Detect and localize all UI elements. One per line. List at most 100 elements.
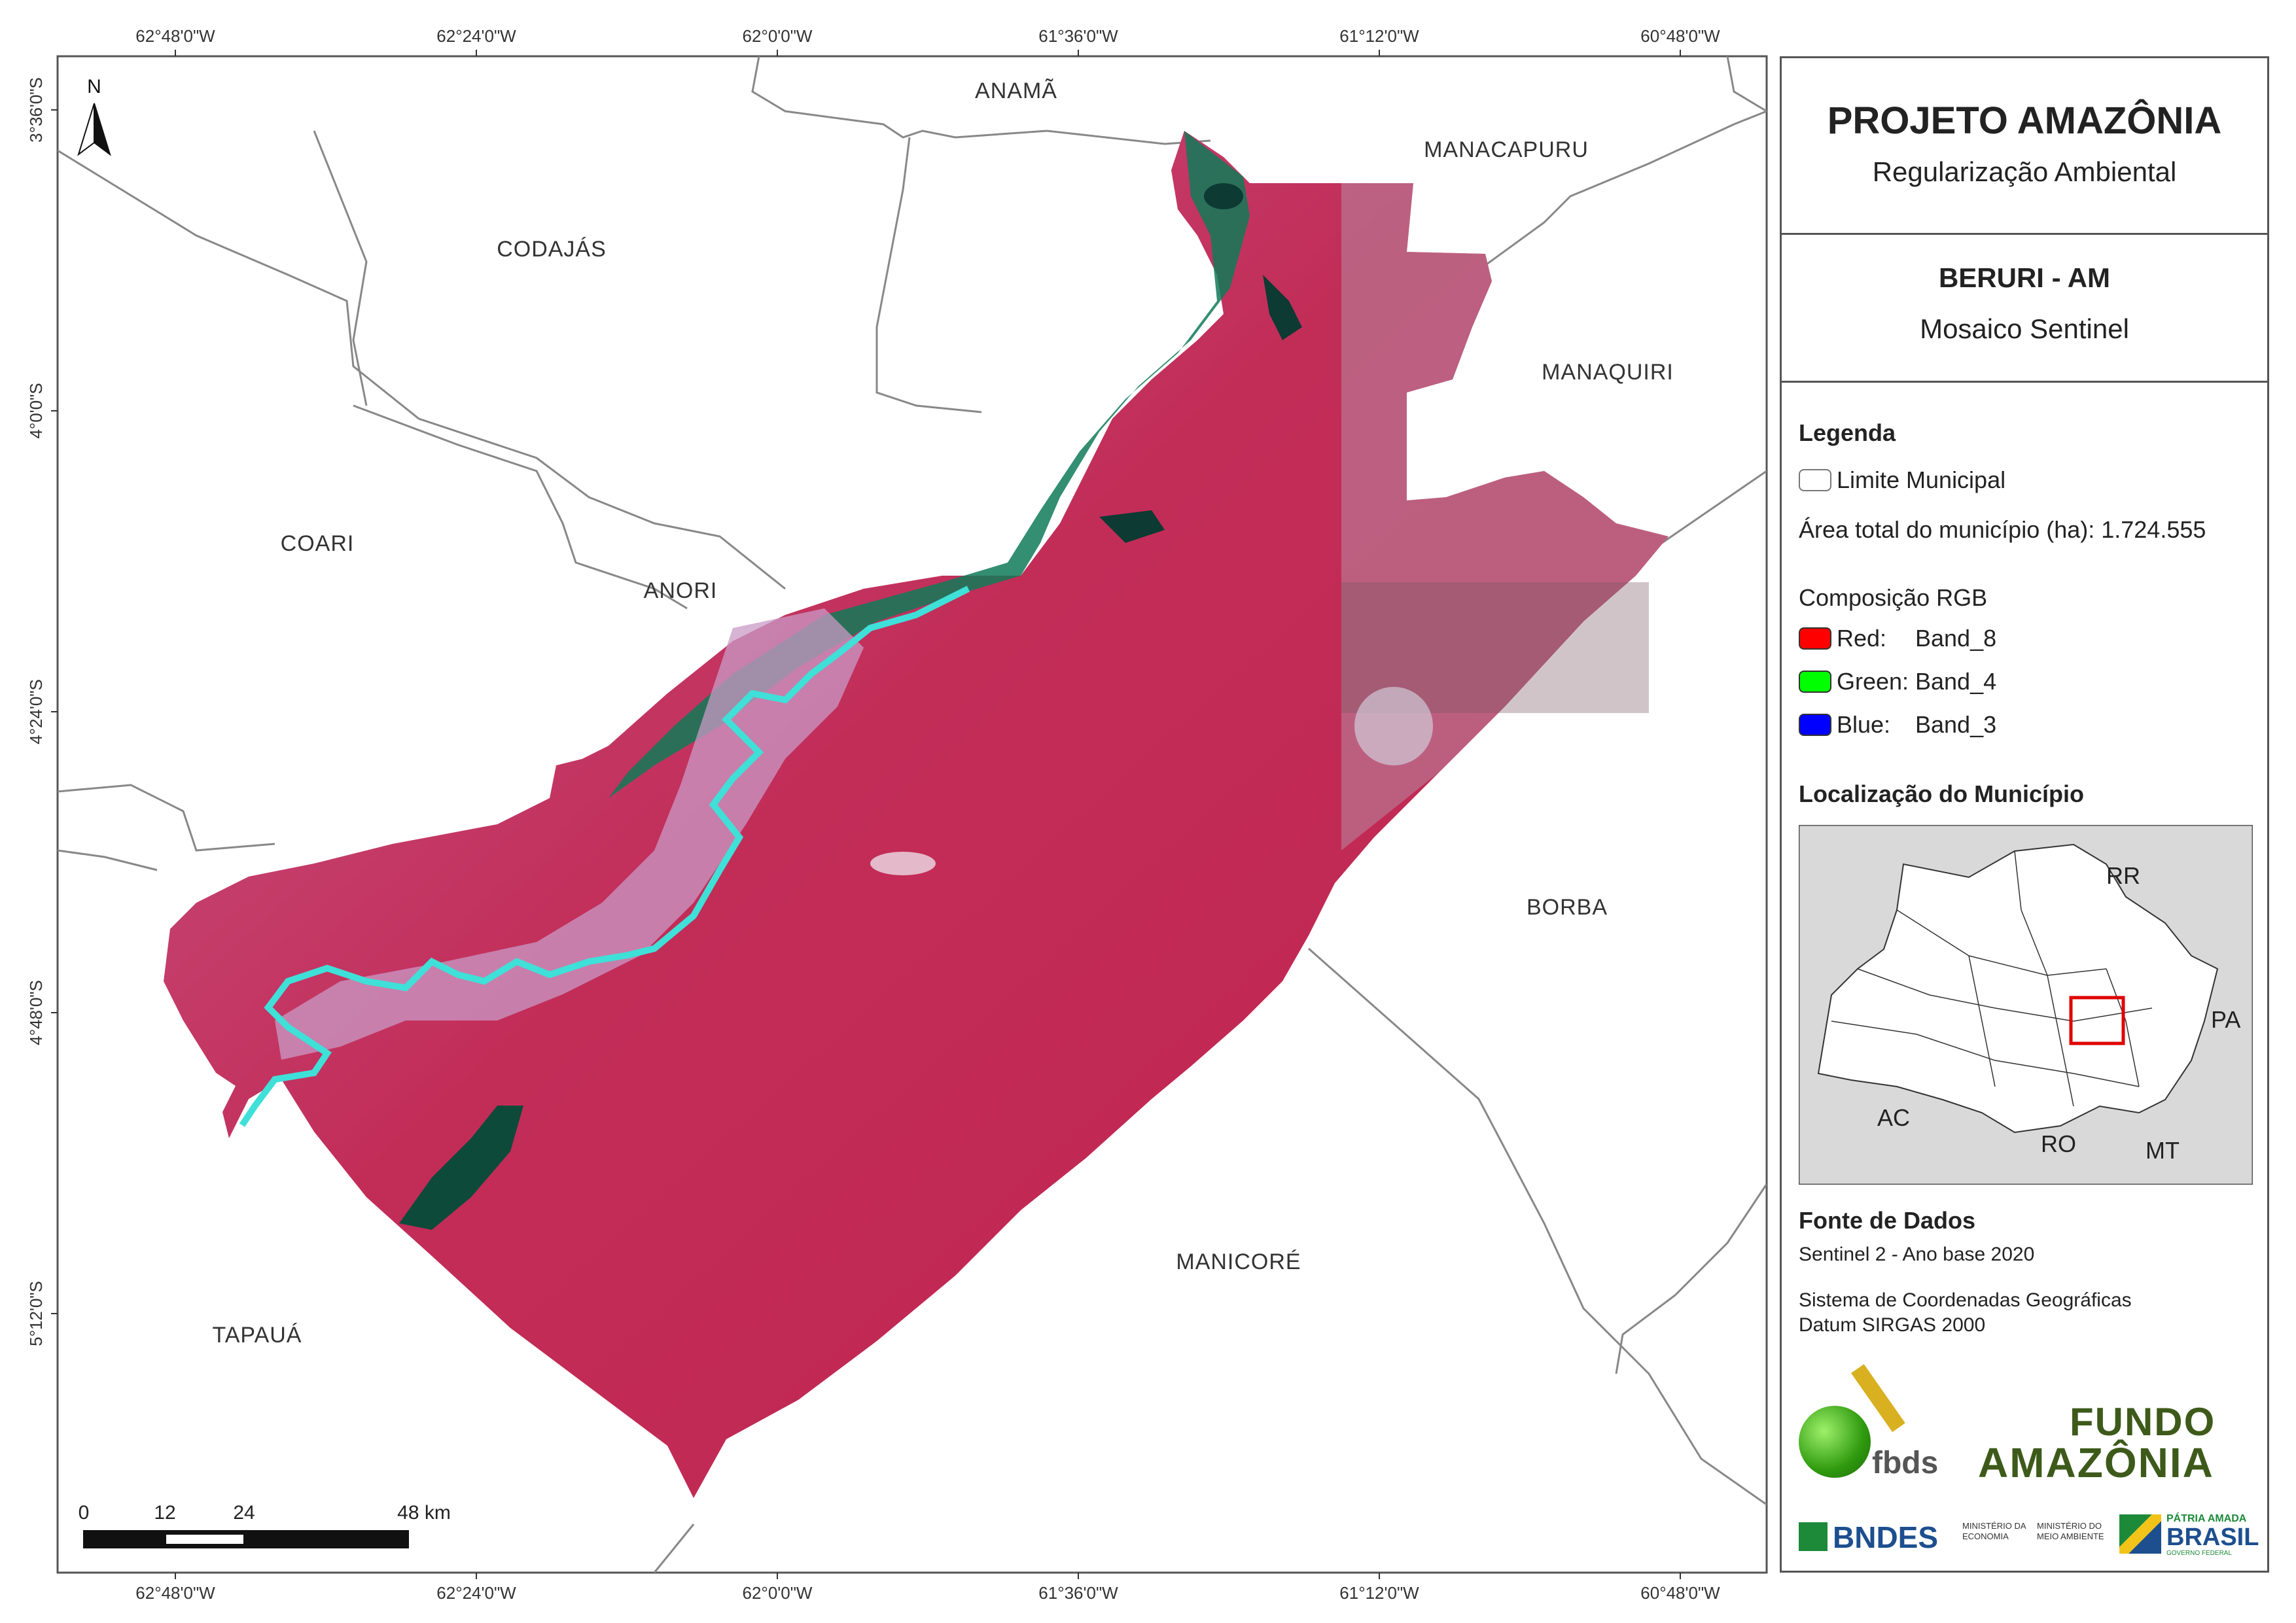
inset-municipal-lines: [1831, 850, 2153, 1107]
fbds-logo: fbds: [1799, 1364, 1949, 1484]
amazonas-state: [1817, 843, 2219, 1134]
location-highlight: [2069, 996, 2125, 1045]
lake-north-1: [1204, 183, 1243, 209]
red-swatch: [1799, 627, 1831, 650]
scale-label-0: 0: [79, 1502, 90, 1524]
legend-area: Área total do município (ha): 1.724.555: [1799, 516, 2206, 543]
bndes-mark-icon: [1799, 1522, 1828, 1551]
title-section: PROJETO AMAZÔNIA Regularização Ambiental: [1782, 58, 2267, 235]
north-arrow-icon: N: [77, 76, 111, 156]
ministerio-economia: MINISTÉRIO DA ECONOMIA: [1962, 1521, 2034, 1554]
patria-amada-brasil-logo: PÁTRIA AMADA BRASIL GOVERNO FEDERAL: [2119, 1512, 2259, 1559]
label-manicore: MANICORÉ: [1176, 1249, 1301, 1274]
coord-left-2: 4°0'0"S: [26, 383, 46, 438]
location-map: RR PA AC RO MT: [1799, 825, 2253, 1185]
river-solimoes: [609, 131, 1250, 798]
green-swatch: [1799, 671, 1831, 693]
scale-label-48: 48 km: [397, 1502, 451, 1524]
river-purus: [239, 585, 970, 1127]
coord-left-3: 4°24'0"S: [26, 679, 46, 744]
mma-line2: MEIO AMBIENTE: [2037, 1531, 2104, 1541]
patria-line3: GOVERNO FEDERAL: [2166, 1550, 2233, 1557]
lake-south: [399, 1106, 523, 1230]
municipal-boundaries: [58, 56, 1767, 1573]
coord-bottom-1: 62°48'0"W: [135, 1583, 215, 1603]
coord-left-4: 4°48'0"S: [26, 980, 46, 1045]
rgb-header: Composição RGB: [1799, 584, 1988, 611]
label-tapaua: TAPAUÁ: [213, 1323, 302, 1348]
coord-bottom-3: 62°0'0"W: [743, 1583, 813, 1603]
label-codajas: CODAJÁS: [497, 237, 607, 262]
coord-system: Sistema de Coordenadas Geográficas: [1799, 1289, 2132, 1311]
cloud-patch-east: [1354, 687, 1433, 765]
fbds-text: fbds: [1872, 1446, 1939, 1480]
scale-label-12: 12: [154, 1502, 175, 1524]
tile-overlay-east: [1341, 183, 1669, 850]
state-ro: RO: [2041, 1130, 2076, 1157]
blue-swatch: [1799, 714, 1831, 736]
band-blue-value: Band_3: [1915, 711, 1997, 738]
band-green-value: Band_4: [1915, 668, 1997, 695]
municipality-section: BERURI - AM Mosaico Sentinel: [1782, 235, 2267, 383]
source-sentinel: Sentinel 2 - Ano base 2020: [1799, 1244, 2035, 1265]
band-blue-label: Blue:: [1837, 711, 1891, 738]
mma-line1: MINISTÉRIO DO: [2037, 1521, 2102, 1531]
project-title: PROJETO AMAZÔNIA: [1827, 99, 2222, 142]
lake-north-2: [1263, 275, 1302, 340]
bndes-text: BNDES: [1833, 1520, 1939, 1554]
patria-line1: PÁTRIA AMADA: [2166, 1513, 2247, 1524]
coord-top-5: 61°12'0"W: [1339, 26, 1419, 46]
mosaic-label: Mosaico Sentinel: [1920, 313, 2129, 344]
fundo-line2: AMAZÔNIA: [1978, 1439, 2214, 1486]
cloud-patch: [870, 852, 936, 875]
limit-swatch: [1799, 469, 1831, 491]
label-borba: BORBA: [1527, 895, 1608, 920]
ministerio-ambiente: MINISTÉRIO DO MEIO AMBIENTE: [2037, 1521, 2115, 1554]
label-manaquiri: MANAQUIRI: [1542, 360, 1674, 385]
fundo-amazonia-logo: FUNDO AMAZÔNIA: [1978, 1399, 2253, 1486]
me-line2: ECONOMIA: [1962, 1531, 2009, 1541]
coord-top-4: 61°36'0"W: [1038, 26, 1118, 46]
scale-label-24: 24: [233, 1502, 255, 1524]
state-pa: PA: [2211, 1006, 2240, 1033]
label-anori: ANORI: [644, 578, 718, 603]
coord-bottom-6: 60°48'0"W: [1640, 1583, 1720, 1603]
legend-header: Legenda: [1799, 419, 1896, 446]
project-subtitle: Regularização Ambiental: [1872, 156, 2177, 187]
coord-top-3: 62°0'0"W: [743, 26, 813, 46]
floodplain: [275, 608, 864, 1060]
me-line1: MINISTÉRIO DA: [1962, 1521, 2026, 1531]
state-mt: MT: [2146, 1137, 2180, 1164]
scale-bar: 0 12 24 48 km: [79, 1502, 451, 1548]
coord-bottom-5: 61°12'0"W: [1339, 1583, 1419, 1603]
fundo-line1: FUNDO: [2070, 1400, 2216, 1444]
bndes-logo: BNDES: [1799, 1517, 1949, 1556]
legend-limit: Limite Municipal: [1837, 466, 2006, 493]
coord-left-5: 5°12'0"S: [26, 1281, 46, 1346]
fbds-globe-icon: [1799, 1406, 1871, 1478]
municipality-title: BERURI - AM: [1938, 262, 2111, 293]
coord-top-1: 62°48'0"W: [135, 26, 215, 46]
band-red-label: Red:: [1837, 625, 1887, 652]
sources-header: Fonte de Dados: [1799, 1207, 1976, 1234]
label-manacapuru: MANACAPURU: [1424, 137, 1589, 162]
coord-bottom-4: 61°36'0"W: [1038, 1583, 1118, 1603]
state-ac: AC: [1877, 1104, 1910, 1131]
coord-left-1: 3°36'0"S: [26, 77, 46, 143]
band-green-label: Green:: [1837, 668, 1909, 695]
datum: Datum SIRGAS 2000: [1799, 1314, 1986, 1336]
coord-top-2: 62°24'0"W: [436, 26, 516, 46]
location-header: Localização do Município: [1799, 780, 2085, 807]
north-label: N: [87, 76, 101, 97]
frame-ticks: [51, 50, 1681, 1579]
label-coari: COARI: [281, 531, 355, 556]
band-red-value: Band_8: [1915, 625, 1997, 652]
coord-bottom-2: 62°24'0"W: [436, 1583, 516, 1603]
beruri-mosaic: [164, 131, 1669, 1498]
info-panel: PROJETO AMAZÔNIA Regularização Ambiental…: [1780, 56, 2269, 1573]
patria-line2: BRASIL: [2166, 1524, 2259, 1551]
brasil-flag-icon: [2119, 1514, 2161, 1554]
coord-top-6: 60°48'0"W: [1640, 26, 1720, 46]
lake-north-3: [1099, 510, 1165, 543]
